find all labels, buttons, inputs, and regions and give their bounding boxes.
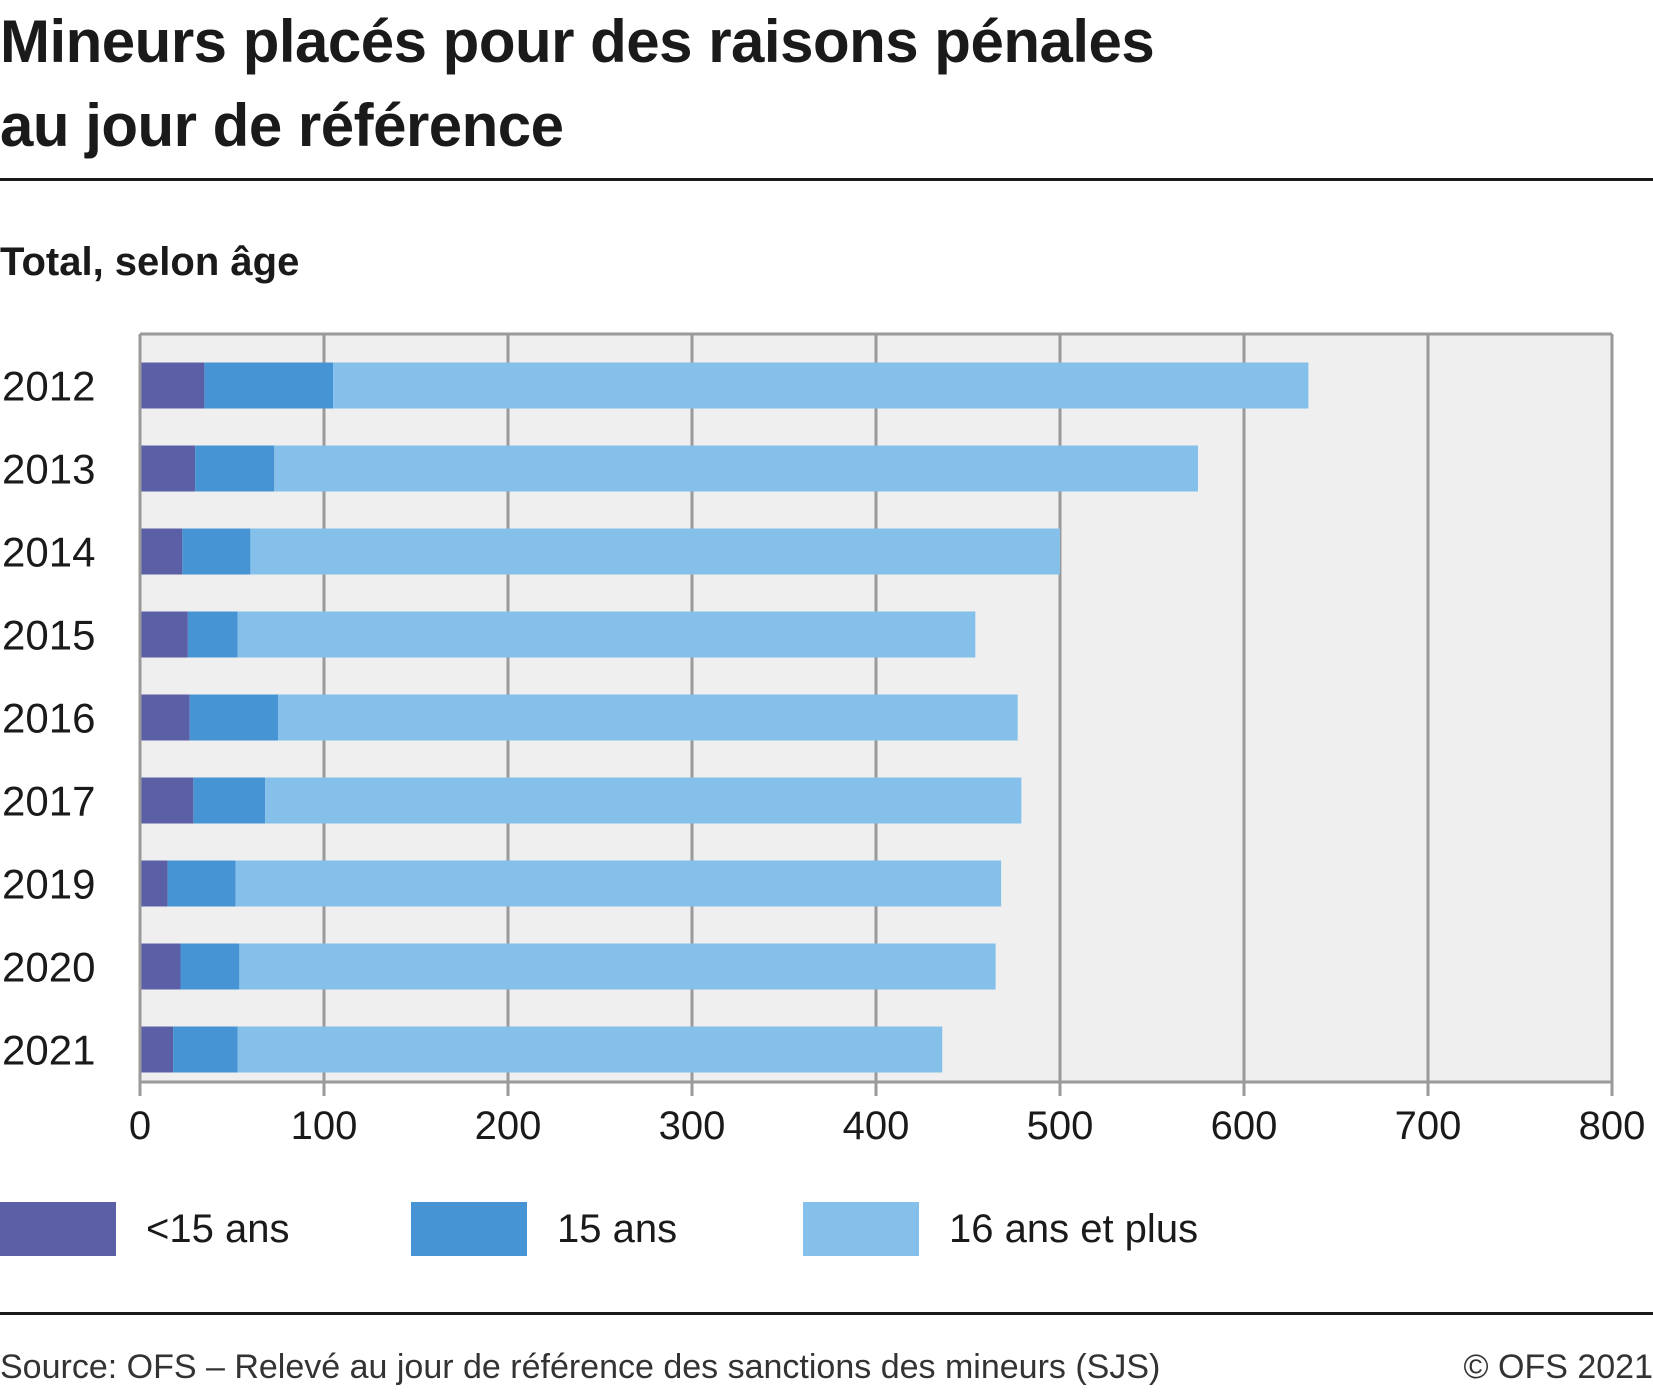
legend-swatch	[411, 1202, 527, 1256]
bar-2017-series-1	[193, 777, 266, 824]
copyright-note: © OFS 2021	[1463, 1348, 1653, 1386]
bar-2014-series-2	[250, 528, 1060, 575]
x-tick-label-400: 400	[843, 1104, 910, 1148]
legend-item-1: 15 ans	[411, 1202, 677, 1256]
bar-2016-series-0	[140, 694, 190, 741]
x-tick-label-300: 300	[659, 1104, 726, 1148]
bar-2015-series-0	[140, 611, 188, 658]
bar-2015-series-2	[237, 611, 976, 658]
bar-2021-series-2	[237, 1026, 943, 1073]
bar-2014-series-0	[140, 528, 183, 575]
bar-2020-series-0	[140, 943, 181, 990]
bar-2013-series-2	[274, 445, 1198, 492]
y-tick-label-2019: 2019	[2, 861, 95, 908]
bar-2015-series-1	[187, 611, 238, 658]
bar-2017-series-2	[265, 777, 1022, 824]
bar-2020-series-2	[239, 943, 996, 990]
bar-2020-series-1	[180, 943, 240, 990]
bar-2012-series-2	[333, 362, 1309, 409]
bar-2019-series-2	[235, 860, 1002, 907]
legend-label: <15 ans	[146, 1206, 290, 1251]
bar-2016-series-1	[189, 694, 278, 741]
x-tick-label-200: 200	[475, 1104, 542, 1148]
chart-title: Mineurs placés pour des raisons pénales …	[0, 0, 1600, 168]
bar-2013-series-1	[195, 445, 275, 492]
y-tick-label-2020: 2020	[2, 944, 95, 991]
y-tick-label-2017: 2017	[2, 778, 95, 825]
legend-item-2: 16 ans et plus	[803, 1202, 1198, 1256]
bar-2013-series-0	[140, 445, 196, 492]
x-tick-label-0: 0	[129, 1104, 151, 1148]
x-tick-label-500: 500	[1027, 1104, 1094, 1148]
footer-rule	[0, 1312, 1653, 1315]
y-tick-label-2013: 2013	[2, 446, 95, 493]
bar-2012-series-1	[204, 362, 334, 409]
bar-2016-series-2	[278, 694, 1018, 741]
bar-chart: 0 100 200 300 400 500 600 700 800 2012 2013 2014 201…	[2, 332, 1646, 1148]
y-tick-label-2016: 2016	[2, 695, 95, 742]
bar-2019-series-0	[140, 860, 168, 907]
legend-label: 16 ans et plus	[949, 1206, 1199, 1251]
x-tick-label-700: 700	[1395, 1104, 1462, 1148]
chart-subtitle: Total, selon âge	[0, 240, 300, 284]
bar-2021-series-1	[173, 1026, 238, 1073]
legend-swatch	[0, 1202, 116, 1256]
y-tick-label-2012: 2012	[2, 363, 95, 410]
bar-2017-series-0	[140, 777, 194, 824]
title-line-2: au jour de référence	[0, 92, 564, 159]
y-tick-label-2015: 2015	[2, 612, 95, 659]
x-tick-label-600: 600	[1211, 1104, 1278, 1148]
legend: <15 ans 15 ans 16 ans et plus	[0, 1202, 1653, 1262]
bar-2021-series-0	[140, 1026, 174, 1073]
title-line-1: Mineurs placés pour des raisons pénales	[0, 8, 1155, 75]
legend-item-0: <15 ans	[0, 1202, 289, 1256]
bar-2012-series-0	[140, 362, 205, 409]
bar-2019-series-1	[167, 860, 236, 907]
legend-swatch	[803, 1202, 919, 1256]
title-rule	[0, 178, 1653, 181]
x-tick-label-100: 100	[291, 1104, 358, 1148]
bar-2014-series-1	[182, 528, 251, 575]
y-tick-label-2021: 2021	[2, 1027, 95, 1074]
x-tick-label-800: 800	[1579, 1104, 1646, 1148]
y-tick-label-2014: 2014	[2, 529, 95, 576]
legend-label: 15 ans	[557, 1206, 678, 1251]
source-note: Source: OFS – Relevé au jour de référenc…	[0, 1348, 1161, 1386]
